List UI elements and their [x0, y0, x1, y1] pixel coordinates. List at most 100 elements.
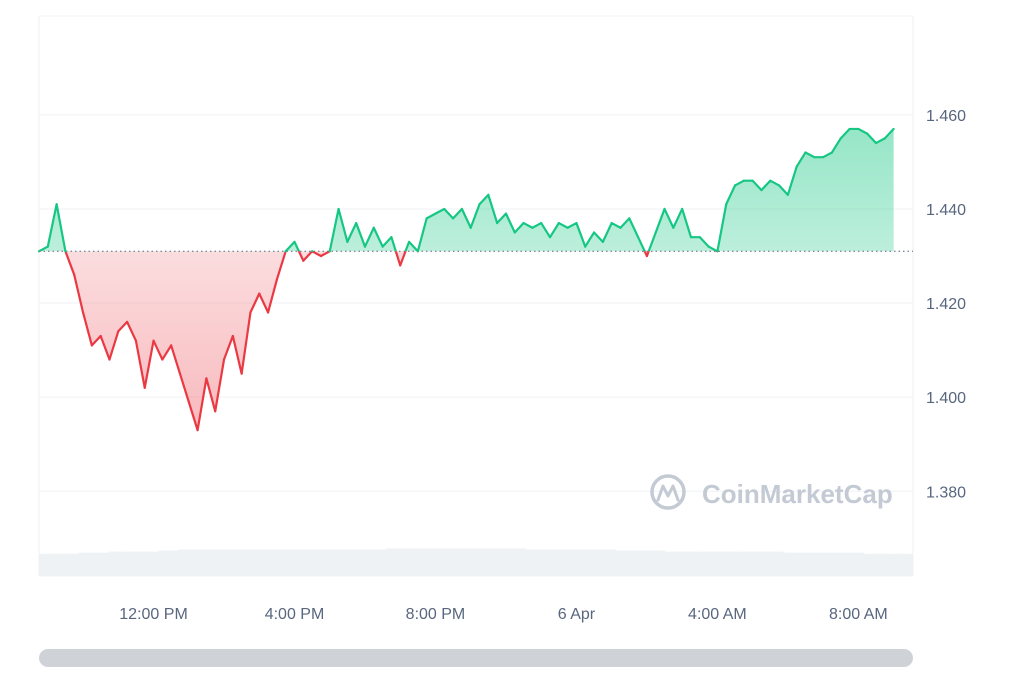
price-point [645, 254, 649, 258]
price-point [751, 179, 754, 182]
x-tick-label: 4:00 PM [265, 606, 325, 623]
price-point [363, 245, 367, 248]
volume-bar [386, 548, 398, 576]
volume-bar [217, 549, 229, 576]
price-point [874, 141, 878, 145]
volume-bar [168, 550, 179, 576]
price-point [830, 151, 834, 154]
volume-bar [664, 551, 676, 576]
watermark-text: CoinMarketCap [702, 479, 893, 509]
volume-bar [456, 548, 467, 576]
volume-bar [148, 551, 159, 576]
price-point [619, 226, 622, 229]
volume-bar [39, 553, 50, 576]
volume-bar [158, 550, 169, 576]
price-point [716, 250, 719, 253]
price-point [733, 184, 737, 187]
price-point [698, 236, 701, 239]
volume-bar [793, 552, 805, 576]
volume-bar [436, 548, 447, 576]
volume-bar [843, 552, 855, 576]
price-point [848, 127, 851, 131]
volume-bar [853, 552, 864, 576]
price-point [443, 207, 446, 211]
volume-bar [694, 551, 706, 576]
price-point [504, 212, 508, 215]
price-point [584, 245, 587, 248]
price-point [196, 429, 199, 432]
volume-bar [446, 548, 457, 576]
price-point [240, 372, 243, 375]
volume-bar [138, 551, 149, 576]
volume-bar [555, 549, 566, 576]
volume-bar [575, 549, 586, 576]
price-point [725, 203, 728, 206]
volume-bar [605, 549, 616, 576]
volume-bar [704, 551, 715, 576]
time-range-scrollbar[interactable] [39, 649, 913, 667]
price-point [637, 236, 640, 239]
volume-bar [813, 552, 825, 576]
volume-bar [327, 549, 338, 576]
y-tick-label: 1.400 [926, 390, 966, 407]
price-area-fills [39, 128, 894, 431]
price-point [46, 245, 49, 248]
price-point [487, 193, 490, 196]
volume-bar [863, 553, 874, 576]
volume-bar [744, 551, 755, 576]
volume-bar [257, 549, 269, 576]
price-point [892, 127, 895, 131]
x-axis-ticks: 12:00 PM 4:00 PM 8:00 PM 6 Apr 4:00 AM 8:00 A… [119, 606, 887, 623]
volume-bar [118, 551, 129, 576]
x-tick-label: 4:00 AM [688, 606, 747, 623]
price-point [822, 156, 825, 159]
price-point [108, 358, 111, 361]
price-point [222, 358, 226, 361]
price-point [804, 151, 807, 154]
price-point [857, 127, 860, 131]
price-point [742, 179, 745, 182]
volume-bar [634, 550, 646, 576]
price-point [346, 240, 349, 243]
volume-bar [416, 548, 427, 576]
volume-bar [376, 549, 388, 576]
volume-bar [187, 549, 199, 576]
volume-bar [585, 549, 596, 576]
price-point [258, 292, 261, 295]
volume-bar [654, 550, 666, 576]
volume-bar [624, 550, 636, 576]
volume-bar [317, 549, 328, 576]
price-point [293, 240, 296, 243]
volume-bar [565, 549, 576, 576]
volume-bar [495, 548, 507, 576]
price-point [592, 231, 596, 234]
volume-bar [396, 548, 408, 576]
volume-bar [356, 549, 368, 576]
price-line [37, 127, 895, 432]
volume-bar [88, 552, 100, 576]
price-point [795, 165, 798, 168]
price-point [522, 221, 525, 225]
price-point [231, 334, 234, 338]
price-point [628, 217, 631, 220]
price-point [663, 207, 666, 211]
volume-bar [525, 549, 537, 576]
volume-bar [108, 551, 120, 576]
price-point [760, 189, 763, 192]
price-point [117, 330, 120, 333]
price-point [610, 221, 613, 225]
volume-bar [505, 548, 517, 576]
price-point [319, 254, 323, 258]
volume-bar [58, 553, 70, 576]
volume-bar [207, 549, 219, 576]
price-point [434, 212, 437, 215]
price-point [557, 221, 560, 225]
price-point [478, 203, 481, 206]
price-point [813, 156, 816, 159]
price-point [601, 240, 604, 243]
volume-bar [595, 549, 606, 576]
volume-bar [535, 549, 547, 576]
price-point [205, 377, 208, 380]
